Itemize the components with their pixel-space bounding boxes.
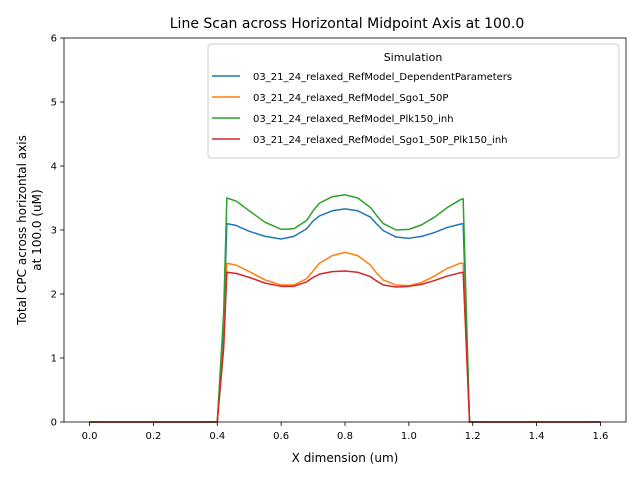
y-tick-label: 0 (51, 418, 57, 429)
series-line-1 (89, 208, 601, 423)
chart-title: Line Scan across Horizontal Midpoint Axi… (170, 16, 524, 32)
legend-label-2: 03_21_24_relaxed_RefModel_Sgo1_50P (253, 93, 448, 104)
legend-label-1: 03_21_24_relaxed_RefModel_DependentParam… (253, 72, 512, 83)
y-axis-label-line-2: at 100.0 (uM) (30, 189, 44, 270)
legend-box (207, 43, 620, 159)
x-axis-ticks: 0.0 0.2 0.4 0.6 0.8 1.0 1.2 1.4 1.6 (82, 422, 609, 442)
y-axis-label: Total CPC across horizontal axis at 100.… (15, 135, 44, 326)
x-axis-label: X dimension (um) (292, 451, 399, 465)
series-line-3 (89, 194, 601, 423)
series-line-2 (89, 251, 601, 423)
legend-label-4: 03_21_24_relaxed_RefModel_Sgo1_50P_Plk15… (253, 135, 508, 146)
x-tick-label: 0.4 (209, 431, 225, 442)
y-tick-label: 4 (51, 162, 57, 173)
legend-label-3: 03_21_24_relaxed_RefModel_Plk150_inh (253, 114, 454, 125)
x-tick-label: 0.6 (273, 431, 289, 442)
x-tick-label: 1.0 (401, 431, 417, 442)
x-tick-label: 0.0 (82, 431, 98, 442)
series-layer (89, 194, 601, 423)
y-tick-label: 6 (51, 34, 57, 45)
x-tick-label: 1.6 (593, 431, 609, 442)
y-axis-ticks: 0 1 2 3 4 5 6 (51, 34, 64, 429)
x-tick-label: 0.8 (337, 431, 353, 442)
legend: Simulation 03_21_24_relaxed_RefModel_Dep… (207, 43, 620, 159)
y-tick-label: 5 (51, 98, 57, 109)
x-tick-label: 0.2 (145, 431, 161, 442)
x-tick-label: 1.4 (529, 431, 545, 442)
legend-entries: 03_21_24_relaxed_RefModel_DependentParam… (212, 72, 512, 146)
y-tick-label: 2 (51, 290, 57, 301)
y-axis-label-line-1: Total CPC across horizontal axis (15, 135, 29, 326)
legend-title: Simulation (384, 51, 443, 64)
x-tick-label: 1.2 (465, 431, 481, 442)
y-tick-label: 1 (51, 354, 57, 365)
series-line-4 (89, 270, 601, 423)
y-tick-label: 3 (51, 226, 57, 237)
